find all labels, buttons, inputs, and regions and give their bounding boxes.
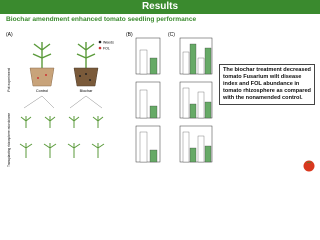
summary-note: The biochar treatment decreased tomato F… (219, 64, 315, 105)
chart-bars (139, 43, 212, 163)
legend-marker (98, 40, 102, 44)
plant-illustration (29, 42, 99, 87)
figure-bg (4, 28, 216, 174)
panel-label: (B) (126, 32, 133, 38)
legend-entry: FOL (103, 47, 110, 51)
treatment-label: Biochar (80, 89, 94, 93)
treatment-label: Control (36, 89, 48, 93)
slide: {"header": {"title": "Results"}, "subtit… (0, 0, 320, 174)
tomato-icon (303, 160, 315, 172)
header: Results (0, 0, 320, 14)
panel-label: (C) (168, 32, 175, 38)
subtitle: Biochar amendment enhanced tomato seedli… (6, 16, 197, 23)
panel-label: (A) (6, 32, 13, 38)
pot-label: Pot experiment (7, 68, 11, 92)
transplant-illustration (19, 95, 105, 158)
figure: (A) Pot experiment Transplanting rhizosp… (4, 28, 216, 174)
transplant-label: Transplanting rhizosphere microbiome (7, 113, 11, 167)
legend-marker (98, 46, 102, 50)
legend-entry: Weeds (103, 41, 114, 45)
